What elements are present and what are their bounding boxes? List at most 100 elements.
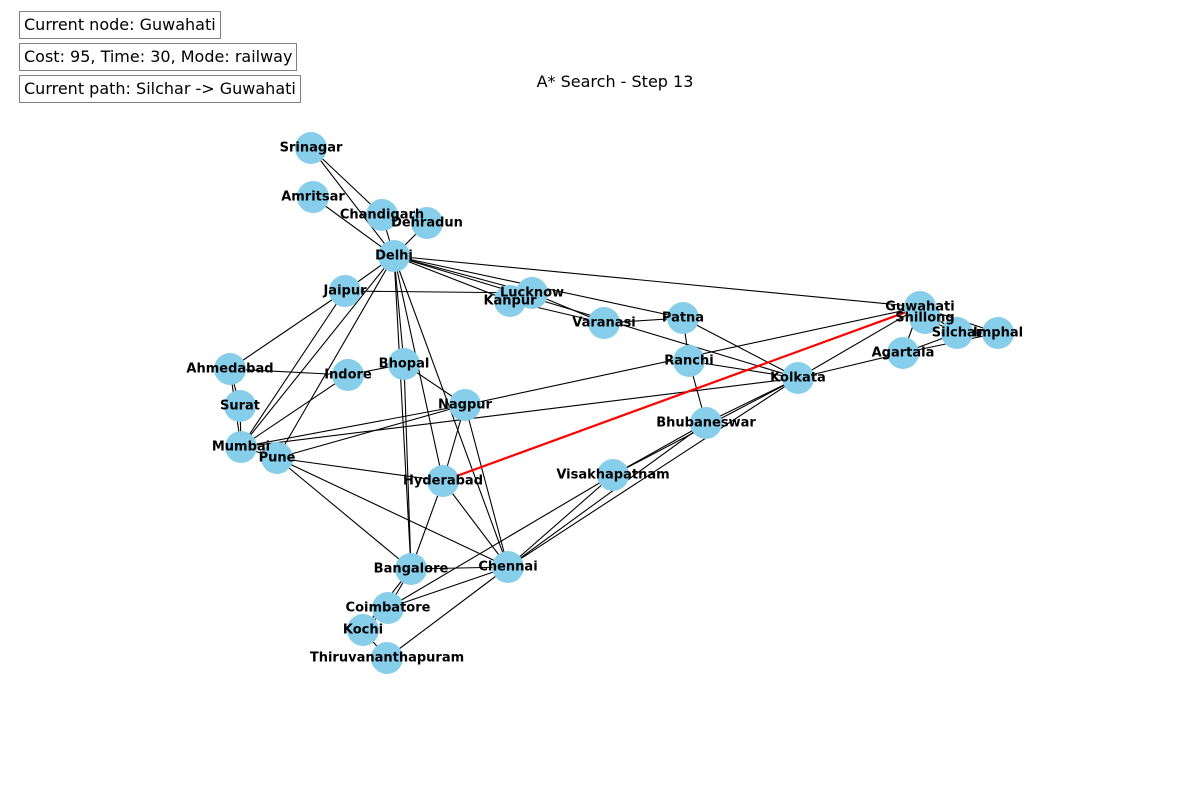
node-label-visakhapatnam: Visakhapatnam xyxy=(556,468,669,483)
node-agartala[interactable] xyxy=(887,337,919,369)
node-label-agartala: Agartala xyxy=(872,346,935,361)
edge-delhi-bangalore xyxy=(393,255,412,570)
edge-kolkata-guwahati xyxy=(797,306,921,379)
edge-visakhapatnam-coimbatore xyxy=(387,474,614,609)
node-hyderabad[interactable] xyxy=(427,465,459,497)
edge-kolkata-agartala xyxy=(797,352,904,379)
node-chandigarh[interactable] xyxy=(366,199,398,231)
node-surat[interactable] xyxy=(224,390,256,422)
node-amritsar[interactable] xyxy=(297,181,329,213)
node-visakhapatnam[interactable] xyxy=(597,459,629,491)
node-kolkata[interactable] xyxy=(782,362,814,394)
highlighted-edge-guwahati-hyderabad xyxy=(442,305,921,483)
edge-bhubaneswar-visakhapatnam xyxy=(612,422,707,476)
node-label-amritsar: Amritsar xyxy=(281,190,345,205)
node-srinagar[interactable] xyxy=(295,132,327,164)
node-label-ahmedabad: Ahmedabad xyxy=(186,362,273,377)
node-chennai[interactable] xyxy=(492,551,524,583)
node-bhubaneswar[interactable] xyxy=(690,407,722,439)
edge-indore-mumbai xyxy=(240,374,349,448)
diagram-title: A* Search - Step 13 xyxy=(536,72,694,91)
node-label-shillong: Shillong xyxy=(895,311,954,326)
highlight-layer xyxy=(442,305,921,483)
node-label-indore: Indore xyxy=(324,368,372,383)
node-nagpur[interactable] xyxy=(449,389,481,421)
node-imphal[interactable] xyxy=(982,317,1014,349)
node-label-pune: Pune xyxy=(259,451,296,466)
node-ahmedabad[interactable] xyxy=(214,353,246,385)
node-label-srinagar: Srinagar xyxy=(280,141,343,156)
edge-bhopal-bangalore xyxy=(403,363,412,570)
edge-delhi-bhopal xyxy=(393,255,405,365)
current-path-text: Current path: Silchar -> Guwahati xyxy=(24,79,296,98)
edge-pune-bangalore xyxy=(276,457,412,570)
edge-patna-kolkata xyxy=(682,317,799,379)
node-label-dehradun: Dehradun xyxy=(391,216,463,231)
node-ranchi[interactable] xyxy=(673,345,705,377)
node-label-imphal: Imphal xyxy=(973,326,1023,341)
node-label-kanpur: Kanpur xyxy=(483,294,537,309)
edge-coimbatore-chennai xyxy=(387,566,509,609)
node-coimbatore[interactable] xyxy=(372,592,404,624)
node-label-jaipur: Jaipur xyxy=(322,284,367,299)
edge-ranchi-kolkata xyxy=(688,360,799,379)
edge-nagpur-pune xyxy=(276,404,466,459)
node-label-lucknow: Lucknow xyxy=(500,286,564,301)
node-label-patna: Patna xyxy=(662,311,704,326)
node-label-mumbai: Mumbai xyxy=(212,440,270,455)
node-label-chennai: Chennai xyxy=(478,560,537,575)
node-label-varanasi: Varanasi xyxy=(572,316,636,331)
edge-bangalore-chennai xyxy=(410,566,509,570)
node-label-bangalore: Bangalore xyxy=(374,562,449,577)
edge-pune-chennai xyxy=(276,457,509,568)
node-varanasi[interactable] xyxy=(588,307,620,339)
node-mumbai[interactable] xyxy=(225,431,257,463)
node-jaipur[interactable] xyxy=(329,275,361,307)
node-shillong[interactable] xyxy=(909,302,941,334)
edge-visakhapatnam-chennai xyxy=(507,474,614,568)
node-bangalore[interactable] xyxy=(395,553,427,585)
edge-ahmedabad-indore xyxy=(229,368,349,376)
edge-srinagar-delhi xyxy=(310,147,395,257)
edge-jaipur-mumbai xyxy=(240,290,346,448)
edge-thiruvananthapuram-chennai xyxy=(386,566,509,659)
cost-time-mode-box: Cost: 95, Time: 30, Mode: railway xyxy=(19,43,298,71)
node-label-kolkata: Kolkata xyxy=(770,371,826,386)
node-label-bhopal: Bhopal xyxy=(379,357,430,372)
edge-delhi-guwahati xyxy=(393,255,921,308)
node-label-delhi: Delhi xyxy=(375,249,413,264)
node-patna[interactable] xyxy=(667,302,699,334)
edge-srinagar-chandigarh xyxy=(310,147,383,216)
node-label-coimbatore: Coimbatore xyxy=(346,601,431,616)
node-thiruvananthapuram[interactable] xyxy=(371,642,403,674)
current-path-box: Current path: Silchar -> Guwahati xyxy=(19,75,301,103)
node-label-chandigarh: Chandigarh xyxy=(340,208,424,223)
node-dehradun[interactable] xyxy=(411,207,443,239)
node-bhopal[interactable] xyxy=(388,348,420,380)
node-label-nagpur: Nagpur xyxy=(438,398,493,413)
edge-pune-hyderabad xyxy=(276,457,444,482)
node-kochi[interactable] xyxy=(347,614,379,646)
node-label-silchar: Silchar xyxy=(932,326,983,341)
edge-delhi-kanpur xyxy=(393,255,511,302)
edge-amritsar-delhi xyxy=(312,196,395,257)
node-silchar[interactable] xyxy=(941,317,973,349)
edge-nagpur-mumbai xyxy=(240,404,466,448)
node-label-surat: Surat xyxy=(220,399,260,414)
node-kanpur[interactable] xyxy=(494,285,526,317)
node-label-bhubaneswar: Bhubaneswar xyxy=(656,416,756,431)
node-pune[interactable] xyxy=(261,442,293,474)
node-indore[interactable] xyxy=(332,359,364,391)
node-label-kochi: Kochi xyxy=(343,623,383,638)
node-label-ranchi: Ranchi xyxy=(664,354,713,369)
edge-delhi-pune xyxy=(276,255,395,459)
edges-layer xyxy=(229,147,999,659)
edge-delhi-mumbai xyxy=(240,255,395,448)
edge-bhubaneswar-chennai xyxy=(507,422,707,568)
node-delhi[interactable] xyxy=(378,240,410,272)
edge-hyderabad-chennai xyxy=(442,480,509,568)
cost-time-mode-text: Cost: 95, Time: 30, Mode: railway xyxy=(24,47,293,66)
edge-jaipur-ahmedabad xyxy=(229,290,346,370)
